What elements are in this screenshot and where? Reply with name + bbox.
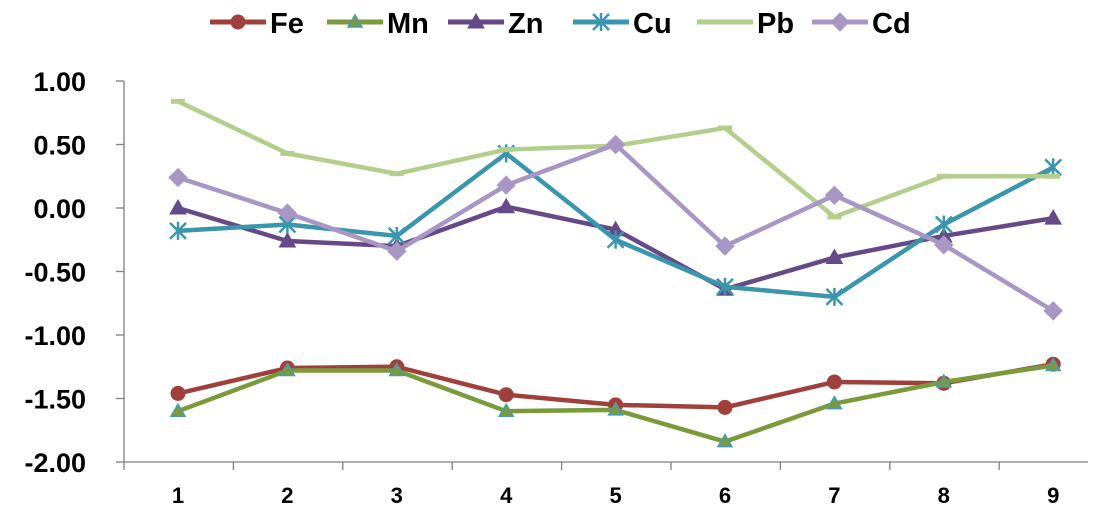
data-point-cd (168, 167, 188, 188)
data-point-cd (934, 235, 954, 255)
data-point-mn (1044, 356, 1062, 372)
data-point-cu (169, 221, 187, 240)
x-tick-label: 3 (391, 483, 403, 508)
legend-item-mn: Mn (327, 8, 429, 40)
series-pb (171, 98, 1061, 220)
x-tick-label: 6 (719, 483, 731, 508)
data-point-mn (169, 402, 187, 417)
data-point-zn (278, 232, 297, 248)
y-tick-label: 0.50 (33, 131, 86, 161)
y-tick-label: -0.50 (24, 258, 86, 288)
legend-label: Cd (872, 8, 911, 40)
data-point-zn (497, 197, 516, 214)
x-tick-label: 1 (172, 483, 184, 508)
legend-marker (592, 13, 610, 31)
data-point-mn (935, 373, 953, 388)
x-tick-label: 2 (281, 483, 293, 508)
data-point-fe (826, 374, 842, 390)
data-point-mn (279, 362, 296, 377)
y-tick-label: 0.00 (33, 194, 86, 224)
data-point-cu (934, 215, 953, 234)
data-point-cd (387, 241, 407, 261)
data-point-mn (388, 362, 406, 377)
axes: 1.00 0.50 0.00 -0.50 -1.00 -1.50 -2.00 1 2 3 4 5 6 7 8… (24, 67, 1088, 508)
data-point-mn (716, 433, 734, 448)
legend-item-cd: Cd (812, 8, 911, 40)
data-point-zn (825, 248, 844, 265)
data-point-fe (498, 387, 514, 403)
legend-marker (346, 13, 364, 28)
data-point-cu (1044, 158, 1063, 177)
plot-area (168, 98, 1063, 448)
legend-marker (467, 12, 485, 29)
x-tick-label: 7 (828, 483, 840, 508)
data-point-cd (277, 203, 298, 223)
legend-label: Mn (387, 8, 429, 40)
data-point-cd (1043, 301, 1063, 321)
legend-label: Cu (633, 8, 672, 40)
series-mn (169, 356, 1062, 448)
legend-label: Pb (757, 8, 794, 40)
data-point-mn (497, 402, 515, 417)
x-tick-label: 5 (609, 483, 621, 508)
data-point-fe (170, 385, 186, 401)
data-point-cu (825, 287, 844, 306)
y-tick-label: -2.00 (24, 448, 86, 478)
series-cu (169, 144, 1063, 306)
data-point-cd (715, 236, 735, 256)
legend-marker (230, 14, 246, 30)
series-cd (168, 134, 1063, 321)
x-tick-label: 8 (938, 483, 950, 508)
legend: Fe Mn Zn Cu Pb Cd (210, 8, 911, 40)
series-line-pb (175, 99, 1056, 220)
legend-label: Zn (508, 8, 543, 40)
data-point-cu (606, 230, 625, 249)
data-point-cd (496, 175, 516, 195)
x-tick-label: 4 (500, 483, 513, 508)
y-tick-label: -1.00 (24, 321, 86, 351)
x-tick-label: 9 (1047, 483, 1059, 508)
data-point-cu (716, 277, 734, 296)
legend-item-fe: Fe (210, 8, 304, 40)
data-point-mn (607, 401, 624, 416)
legend-item-pb: Pb (697, 8, 794, 40)
y-tick-label: 1.00 (33, 67, 86, 97)
legend-marker (830, 12, 850, 32)
legend-item-cu: Cu (573, 8, 672, 40)
legend-label: Fe (270, 8, 304, 40)
data-point-mn (826, 395, 843, 410)
data-point-zn (169, 198, 187, 215)
data-point-zn (1044, 209, 1063, 225)
y-tick-label: -1.50 (24, 385, 86, 415)
data-point-cd (824, 185, 845, 206)
data-point-cd (605, 134, 626, 155)
data-point-fe (717, 399, 733, 415)
legend-item-zn: Zn (448, 8, 543, 40)
